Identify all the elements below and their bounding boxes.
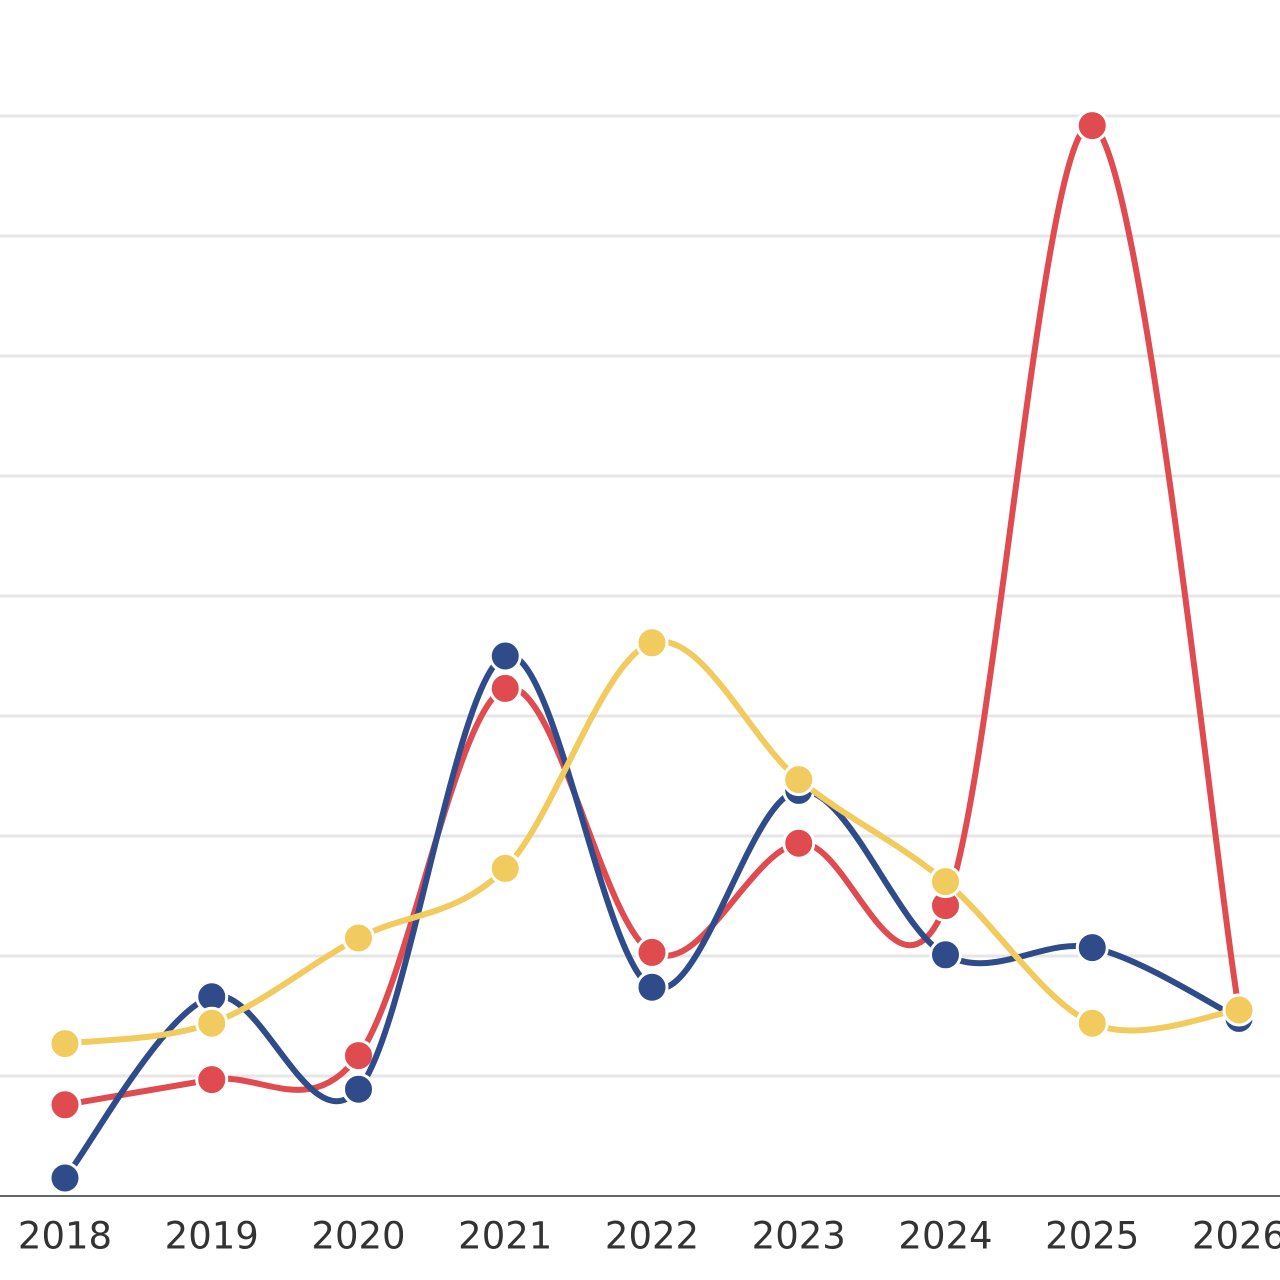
x-tick-label: 2024 <box>898 1215 992 1258</box>
x-tick-label: 2023 <box>752 1215 846 1258</box>
point <box>1075 109 1109 143</box>
x-tick-label: 2020 <box>311 1215 405 1258</box>
point <box>929 865 962 899</box>
x-tick-label: 2018 <box>18 1215 112 1258</box>
point <box>342 1072 375 1106</box>
x-tick-label: 2021 <box>458 1215 552 1258</box>
point <box>195 1006 229 1040</box>
x-tick-label: 2026 <box>1192 1215 1280 1258</box>
point <box>488 671 522 705</box>
point <box>782 826 816 860</box>
point <box>635 626 669 660</box>
x-tick-label: 2022 <box>605 1215 699 1258</box>
point <box>342 921 375 955</box>
point <box>48 1027 82 1061</box>
point <box>48 1161 82 1195</box>
point <box>1222 993 1256 1027</box>
point <box>1075 931 1109 965</box>
x-tick-label: 2019 <box>165 1215 259 1258</box>
point <box>782 763 816 797</box>
point <box>195 1063 229 1097</box>
point <box>635 970 669 1004</box>
point <box>1075 1006 1109 1040</box>
x-tick-label: 2025 <box>1045 1215 1139 1258</box>
point <box>48 1088 82 1122</box>
point <box>929 938 962 972</box>
point <box>488 851 522 885</box>
series-line <box>62 652 1242 1181</box>
point <box>488 639 522 673</box>
point <box>635 935 669 969</box>
